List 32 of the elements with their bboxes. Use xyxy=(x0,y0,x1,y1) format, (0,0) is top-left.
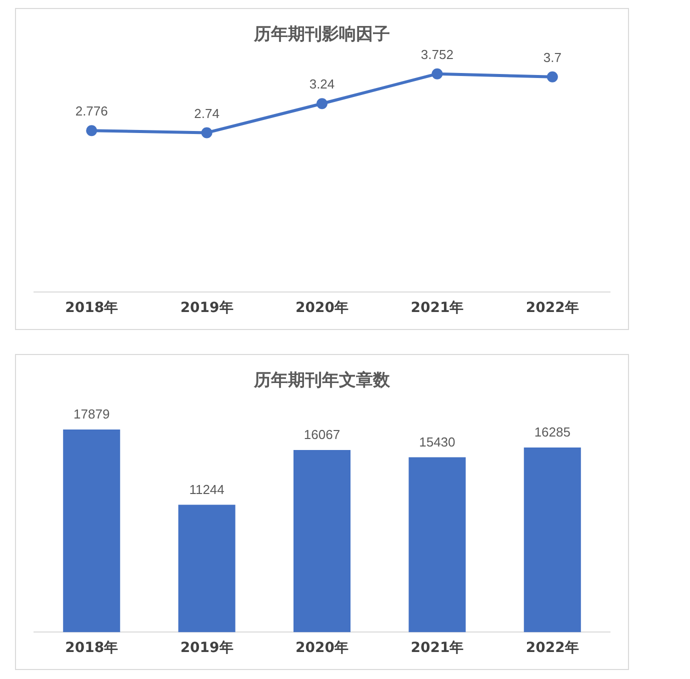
data-label: 2.776 xyxy=(75,104,108,119)
data-label: 3.24 xyxy=(309,76,335,92)
data-label: 15430 xyxy=(419,434,456,450)
bar xyxy=(178,504,236,632)
x-tick-label: 2020年 xyxy=(296,300,348,316)
x-tick-label: 2021年 xyxy=(410,640,464,656)
point xyxy=(316,98,328,110)
data-label: 17879 xyxy=(74,406,110,422)
chart-title: 历年期刊影响因子 xyxy=(253,24,390,45)
data-label: 16285 xyxy=(534,424,570,440)
x-tick-label: 2018年 xyxy=(65,300,118,316)
point xyxy=(86,125,98,136)
x-tick-label: 2019年 xyxy=(180,640,234,656)
x-tick-label: 2019年 xyxy=(180,300,234,316)
x-tick-label: 2018年 xyxy=(65,640,118,656)
bar xyxy=(63,429,120,632)
x-tick-label: 2022年 xyxy=(526,300,579,316)
bar xyxy=(408,457,466,632)
data-label: 16067 xyxy=(304,427,340,442)
data-label: 2.74 xyxy=(194,106,220,121)
point xyxy=(432,68,443,80)
x-tick-label: 2022年 xyxy=(526,640,579,656)
chart-title: 历年期刊年文章数 xyxy=(253,370,391,391)
data-label: 3.7 xyxy=(543,50,562,65)
x-tick-label: 2020年 xyxy=(296,640,348,656)
point xyxy=(201,127,212,138)
bar xyxy=(293,450,351,632)
data-label: 11244 xyxy=(189,482,224,497)
point xyxy=(546,71,558,82)
bar xyxy=(524,448,581,632)
x-tick-label: 2021年 xyxy=(410,300,464,316)
data-label: 3.752 xyxy=(420,46,454,62)
